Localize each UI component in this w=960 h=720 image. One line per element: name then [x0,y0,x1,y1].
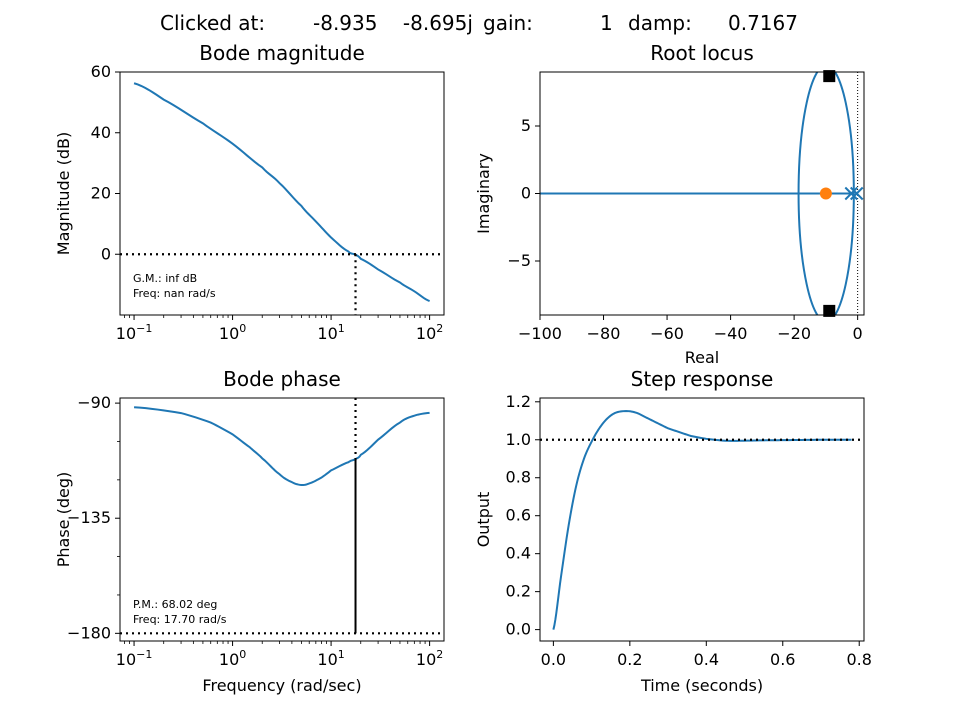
zero-marker[interactable] [819,187,832,200]
damp-label: damp: [628,11,692,35]
step-xtick-label: 0.2 [617,650,642,669]
step-xtick-label: 0.0 [541,650,566,669]
bode-phase-axes-frame [119,397,445,642]
bode-phase-ytick-label: −135 [67,508,111,527]
root-locus-axes-frame [539,71,865,316]
root-locus-complex-branch [797,72,855,315]
bode-phase-ytick-label: −180 [67,623,111,642]
step-xtick-label: 0.8 [846,650,871,669]
root-locus-ytick-label: 5 [521,116,531,135]
clicked-value: -8.935 -8.695j [313,11,473,35]
bode-phase-xlabel: Frequency (rad/sec) [202,676,361,695]
step-ytick-label: 0.6 [506,506,531,525]
pole-marker[interactable] [849,186,864,201]
gain-value: 1 [600,11,613,35]
root-locus-panel[interactable]: Root locus −100 −80 −60 −40 −20 0 −5 0 5 Real Imagi… [474,41,865,367]
step-xtick-label: 0.6 [770,650,795,669]
step-ytick-label: 0.0 [506,620,531,639]
bode-mag-ytick-label: 60 [91,62,111,81]
step-plot-area [540,410,864,630]
root-locus-ylabel: Imaginary [474,153,493,234]
step-ytick-label: 0.2 [506,582,531,601]
root-locus-xlabel: Real [685,348,720,367]
root-locus-xtick-label: −80 [587,324,621,343]
root-locus-title: Root locus [650,41,754,65]
root-locus-xtick-label: −60 [650,324,684,343]
root-locus-plot-area [540,72,864,315]
root-locus-xtick-label: 0 [853,324,863,343]
bode-phase-series-line [133,406,430,487]
root-locus-xtick-label: −100 [518,324,562,343]
root-locus-xtick-label: −20 [777,324,811,343]
bode-phase-ytick-label: −90 [77,393,111,412]
pole-marker[interactable] [844,186,859,201]
damp-value: 0.7167 [728,11,798,35]
gain-margin-note-0: G.M.: inf dB [133,272,197,285]
bode-mag-ytick-label: 0 [101,244,111,263]
selected-pole-marker[interactable] [823,304,836,317]
bode-mag-ylabel: Magnitude (dB) [54,132,73,255]
gain-margin-note-1: Freq: nan rad/s [133,287,216,300]
phase-margin-note-0: P.M.: 68.02 deg [133,598,217,611]
selected-pole-marker[interactable] [823,70,836,83]
bode-mag-axes-frame [119,71,445,316]
bode-phase-plot-area [120,398,444,635]
bode-mag-title: Bode magnitude [199,41,365,65]
bode-phase-ylabel: Phase (deg) [54,472,73,568]
step-ytick-label: 1.2 [506,392,531,411]
step-ytick-label: 0.4 [506,544,531,563]
step-xlabel: Time (seconds) [640,676,763,695]
step-title: Step response [631,367,774,391]
clicked-label: Clicked at: [160,11,265,35]
step-xtick-label: 0.4 [694,650,719,669]
phase-margin-note-1: Freq: 17.70 rad/s [133,613,227,626]
bode-mag-plot-area [120,82,444,315]
bode-mag-ytick-label: 20 [91,184,111,203]
step-axes-frame [539,397,865,642]
bode-mag-ytick-label: 40 [91,123,111,142]
bode-magnitude-series-line [133,82,430,302]
bode-phase-title: Bode phase [223,367,341,391]
step-ylabel: Output [474,492,493,548]
status-header: Clicked at: -8.935 -8.695j gain: 1 damp:… [160,11,798,35]
root-locus-ytick-label: −5 [507,251,531,270]
root-locus-xtick-label: −40 [714,324,748,343]
step-ytick-label: 1.0 [506,430,531,449]
root-locus-ytick-label: 0 [521,184,531,203]
step-response-series-line [552,410,852,630]
gain-label: gain: [483,11,533,35]
step-response-panel[interactable]: Step response 0.0 0.2 0.4 0.6 0.8 0.0 0.2 0.4 0.6… [474,367,872,695]
step-ytick-label: 0.8 [506,468,531,487]
